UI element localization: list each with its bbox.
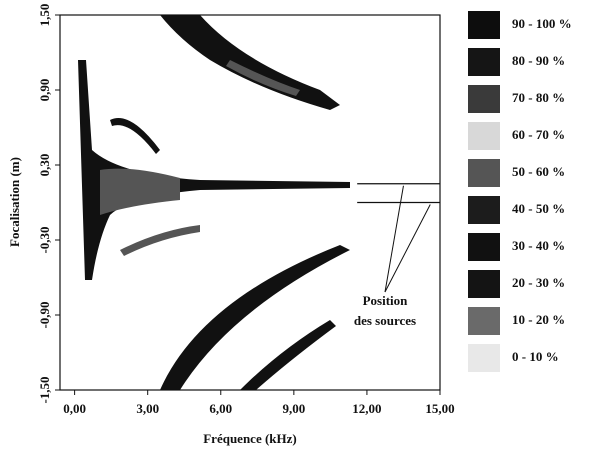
x-tick-label: 15,00: [425, 401, 454, 416]
legend-label: 0 - 10 %: [512, 349, 559, 364]
x-axis-label: Fréquence (kHz): [203, 431, 297, 446]
heatmap-pattern: [78, 15, 350, 390]
legend-swatch: [468, 233, 500, 261]
legend-swatch: [468, 122, 500, 150]
legend-swatch: [468, 196, 500, 224]
legend-label: 90 - 100 %: [512, 16, 572, 31]
annotation-arrow: [384, 185, 404, 293]
legend-swatch: [468, 270, 500, 298]
legend-label: 70 - 80 %: [512, 90, 565, 105]
x-tick-label: 0,00: [63, 401, 86, 416]
legend-swatch: [468, 11, 500, 39]
y-tick-label: -0,90: [37, 301, 52, 328]
legend-label: 60 - 70 %: [512, 127, 565, 142]
legend-label: 40 - 50 %: [512, 201, 565, 216]
x-tick-label: 6,00: [209, 401, 232, 416]
y-tick-label: 1,50: [37, 4, 52, 27]
annotation: des sources: [354, 313, 416, 328]
legend-swatch: [468, 85, 500, 113]
legend-swatch: [468, 344, 500, 372]
x-tick-label: 3,00: [136, 401, 159, 416]
legend-label: 80 - 90 %: [512, 53, 565, 68]
legend-label: 10 - 20 %: [512, 312, 565, 327]
legend-label: 30 - 40 %: [512, 238, 565, 253]
legend-label: 50 - 60 %: [512, 164, 565, 179]
x-tick-label: 12,00: [352, 401, 381, 416]
y-axis-label: Focalisation (m): [7, 157, 22, 247]
annotation: Position: [363, 293, 409, 308]
legend-label: 20 - 30 %: [512, 275, 565, 290]
y-tick-label: -0,30: [37, 226, 52, 253]
y-tick-label: 0,90: [37, 79, 52, 102]
legend-swatch: [468, 307, 500, 335]
y-tick-label: 0,30: [37, 154, 52, 177]
x-tick-label: 9,00: [282, 401, 305, 416]
y-tick-label: -1,50: [37, 376, 52, 403]
legend-swatch: [468, 48, 500, 76]
legend-swatch: [468, 159, 500, 187]
annotation-arrow: [384, 204, 431, 293]
